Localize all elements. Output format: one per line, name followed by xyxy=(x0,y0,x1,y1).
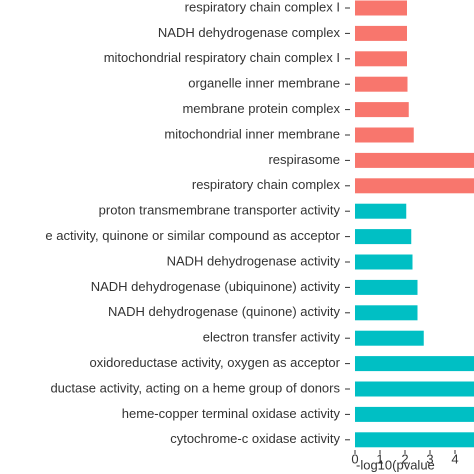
x-tick-label: 1 xyxy=(376,451,383,466)
x-tick-label: 3 xyxy=(426,451,433,466)
bar xyxy=(355,305,418,321)
bar xyxy=(355,178,474,194)
bar xyxy=(355,254,413,270)
bar xyxy=(355,152,474,168)
plot-area xyxy=(355,0,474,448)
y-tick-label: NADH dehydrogenase complex xyxy=(158,25,341,40)
y-tick-label: ductase activity, acting on a heme group… xyxy=(50,380,340,395)
x-tick-label: 2 xyxy=(401,451,408,466)
y-tick-label: mitochondrial respiratory chain complex … xyxy=(104,50,340,65)
y-tick-label: organelle inner membrane xyxy=(188,76,340,91)
bar xyxy=(355,76,408,92)
y-tick-label: heme-copper terminal oxidase activity xyxy=(122,406,341,421)
bar xyxy=(355,102,409,118)
y-tick-label: NADH dehydrogenase (quinone) activity xyxy=(108,304,340,319)
bar xyxy=(355,127,414,143)
bar xyxy=(355,330,424,346)
y-tick-label: proton transmembrane transporter activit… xyxy=(99,203,341,218)
bar xyxy=(355,356,474,372)
bar xyxy=(355,203,407,219)
x-axis-title: -log10(pvalue xyxy=(356,457,435,472)
bar xyxy=(355,0,407,16)
y-tick-label: electron transfer activity xyxy=(203,330,341,345)
bar xyxy=(355,229,412,245)
y-tick-label: NADH dehydrogenase (ubiquinone) activity xyxy=(91,279,341,294)
bar xyxy=(355,406,474,422)
x-tick-label: 0 xyxy=(351,451,358,466)
y-tick-label: oxidoreductase activity, oxygen as accep… xyxy=(89,355,340,370)
y-tick-label: respiratory chain complex I xyxy=(185,0,340,14)
bar xyxy=(355,279,418,295)
x-tick-label: 4 xyxy=(451,451,458,466)
y-tick-label: respiratory chain complex xyxy=(192,177,341,192)
y-tick-label: membrane protein complex xyxy=(182,101,340,116)
bar xyxy=(355,51,407,67)
y-tick-label: mitochondrial inner membrane xyxy=(164,126,340,141)
bar xyxy=(355,25,407,41)
y-tick-label: NADH dehydrogenase activity xyxy=(167,253,341,268)
y-tick-label: cytochrome-c oxidase activity xyxy=(170,431,340,446)
bar xyxy=(355,381,474,397)
y-tick-label: e activity, quinone or similar compound … xyxy=(45,228,340,243)
y-tick-label: respirasome xyxy=(268,152,340,167)
bar xyxy=(355,432,474,448)
